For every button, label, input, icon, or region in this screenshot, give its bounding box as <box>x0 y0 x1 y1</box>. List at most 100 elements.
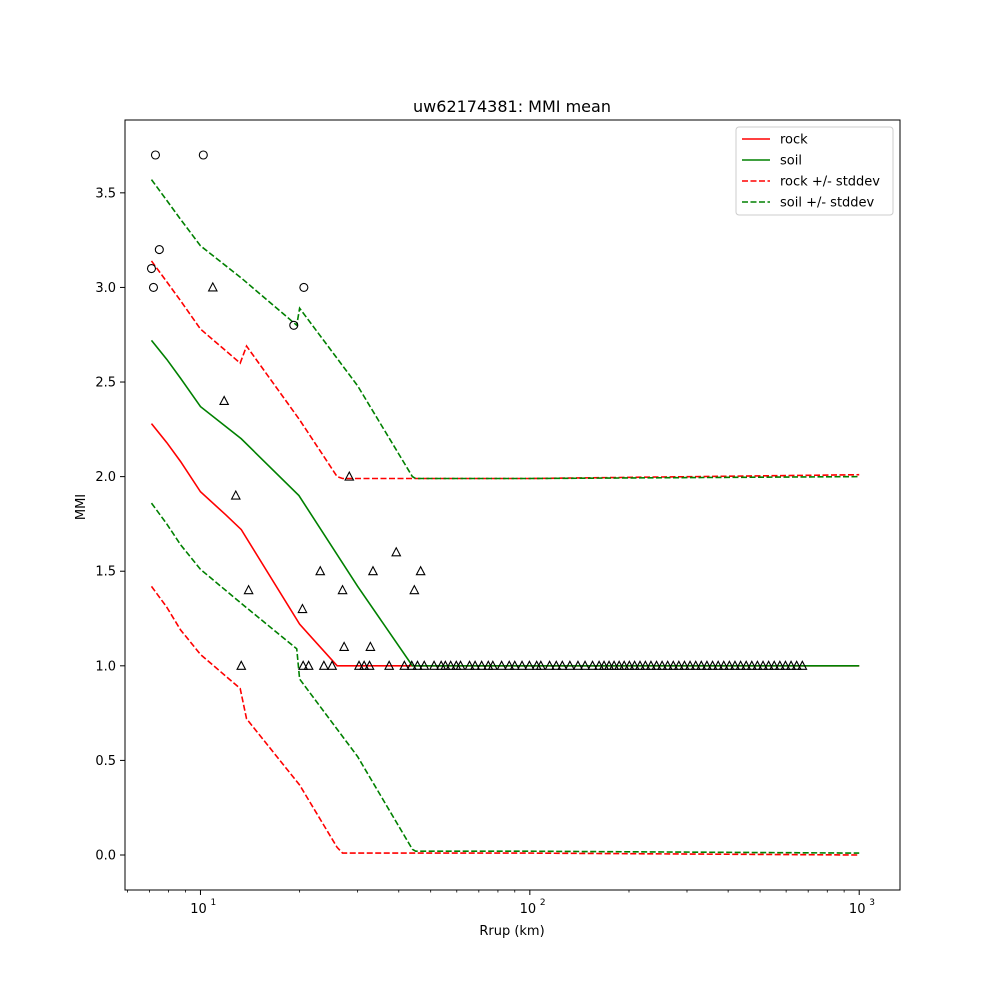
triangle-point <box>344 470 355 481</box>
triangle-point <box>297 603 308 614</box>
circle-point <box>146 263 157 274</box>
triangle-point <box>557 660 568 670</box>
triangle-point <box>535 660 546 670</box>
y-tick-label: 0.0 <box>95 849 116 864</box>
triangle-point <box>634 660 646 670</box>
triangle-point <box>384 660 395 670</box>
x-tick-exponent: 2 <box>540 898 546 908</box>
legend-label: rock <box>780 133 808 148</box>
triangle-point <box>619 660 630 670</box>
circle-point <box>154 245 164 255</box>
x-axis-label: Rrup (km) <box>479 924 544 939</box>
y-tick-label: 2.5 <box>95 376 116 391</box>
series-line-3 <box>150 585 860 856</box>
x-tick-label: 10 <box>849 902 866 917</box>
triangle-point <box>763 660 774 670</box>
data-points <box>146 150 808 670</box>
triangle-point <box>594 660 605 670</box>
triangle-point <box>603 660 615 670</box>
triangle-point <box>476 660 487 670</box>
triangle-point <box>303 660 314 670</box>
triangle-point <box>409 584 420 595</box>
circle-point <box>150 150 161 160</box>
triangle-point <box>598 660 610 670</box>
x-tick-label: 10 <box>520 902 537 917</box>
series-line-0 <box>150 423 860 667</box>
y-tick-label: 1.0 <box>95 659 116 674</box>
legend-label: rock +/- stddev <box>780 175 880 190</box>
triangle-point <box>797 660 808 670</box>
triangle-point <box>327 660 338 670</box>
triangle-point <box>207 281 218 292</box>
triangle-point <box>415 565 426 576</box>
y-tick-label: 3.5 <box>95 186 116 201</box>
triangle-point <box>724 660 735 670</box>
plot-frame <box>124 119 901 891</box>
triangle-point <box>614 660 625 670</box>
triangle-point <box>412 660 423 670</box>
x-tick-label: 10 <box>190 902 207 917</box>
triangle-point <box>679 660 690 670</box>
y-axis-label: MMI <box>74 494 89 520</box>
triangle-point <box>752 660 763 670</box>
y-tick-label: 3.0 <box>95 281 116 296</box>
circle-point <box>299 282 309 292</box>
legend-label: soil +/- stddev <box>780 196 875 211</box>
triangle-point <box>551 660 562 670</box>
triangle-point <box>757 660 769 670</box>
triangle-point <box>524 660 535 670</box>
triangle-point <box>713 660 724 670</box>
triangle-point <box>236 660 247 670</box>
triangle-point <box>364 660 375 670</box>
y-tick-label: 1.5 <box>95 565 116 580</box>
triangle-point <box>359 660 370 670</box>
triangle-point <box>496 660 507 670</box>
y-tick-label: 0.5 <box>95 754 116 769</box>
triangle-point <box>735 660 746 670</box>
triangle-point <box>746 660 757 670</box>
series-line-4 <box>150 179 860 480</box>
triangle-point <box>690 660 701 670</box>
triangle-point <box>544 660 555 670</box>
triangle-point <box>608 660 620 670</box>
triangle-point <box>230 489 241 500</box>
triangle-point <box>668 660 679 670</box>
triangle-point <box>651 660 662 670</box>
triangle-point <box>353 660 365 670</box>
triangle-point <box>662 660 673 670</box>
triangle-point <box>587 660 598 670</box>
x-tick-exponent: 1 <box>210 898 216 908</box>
triangle-point <box>640 660 651 670</box>
triangle-point <box>406 660 417 670</box>
triangle-point <box>579 660 591 670</box>
triangle-point <box>339 641 350 651</box>
legend-label: soil <box>780 154 802 169</box>
triangle-point <box>445 660 456 670</box>
triangle-point <box>701 660 713 670</box>
triangle-point <box>624 660 635 670</box>
triangle-point <box>419 660 430 670</box>
triangle-point <box>487 660 498 670</box>
triangle-point <box>774 660 785 670</box>
series-line-5 <box>150 502 860 854</box>
axes: 0.00.51.01.52.02.53.03.510 1 10 2 10 3 <box>95 119 901 917</box>
triangle-point <box>629 660 640 670</box>
triangle-point <box>729 660 741 670</box>
triangle-point <box>365 641 376 651</box>
triangle-point <box>504 660 515 670</box>
triangle-point <box>243 584 254 595</box>
circle-point <box>198 150 208 160</box>
triangle-point <box>509 660 520 670</box>
triangle-point <box>440 660 451 670</box>
triangle-point <box>315 565 326 576</box>
triangle-point <box>469 660 481 670</box>
triangle-point <box>428 660 440 670</box>
triangle-point <box>707 660 718 670</box>
triangle-point <box>572 660 584 670</box>
triangle-point <box>318 660 330 670</box>
triangle-point <box>696 660 707 670</box>
triangle-point <box>684 660 696 670</box>
triangle-point <box>464 660 475 670</box>
triangle-point <box>564 660 575 670</box>
